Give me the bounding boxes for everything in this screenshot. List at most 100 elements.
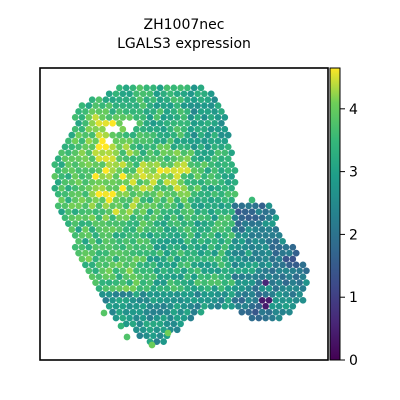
spot — [177, 273, 184, 281]
spot — [248, 255, 256, 263]
spot — [99, 232, 106, 239]
spot — [116, 261, 123, 269]
spot — [170, 96, 178, 104]
spot — [133, 208, 140, 216]
spot — [258, 226, 266, 233]
spot — [136, 237, 144, 245]
spot — [146, 184, 154, 192]
spot — [258, 261, 266, 269]
spot — [112, 137, 120, 145]
spot — [221, 184, 229, 192]
spot — [99, 125, 106, 133]
spot — [190, 261, 198, 269]
spot — [150, 214, 157, 222]
spot — [133, 220, 140, 227]
spot — [167, 114, 174, 121]
spot — [126, 114, 133, 121]
spot — [180, 196, 188, 204]
spot — [126, 149, 133, 157]
spot — [248, 291, 256, 298]
spot — [248, 267, 256, 275]
spot — [95, 167, 103, 174]
spot — [126, 314, 133, 322]
spot — [170, 273, 178, 281]
spot — [167, 243, 174, 251]
spot — [269, 255, 276, 263]
spot — [218, 167, 225, 174]
spot — [231, 167, 239, 174]
spot — [170, 143, 178, 151]
spot — [235, 267, 242, 275]
spot — [99, 102, 106, 109]
colorbar-axis: 0 1 2 3 4 — [340, 102, 358, 369]
spot — [136, 332, 144, 340]
spot — [211, 178, 218, 186]
spot — [163, 320, 171, 328]
spot — [78, 255, 86, 263]
spot — [133, 102, 140, 109]
spot — [197, 202, 205, 210]
spot — [129, 84, 137, 92]
spot — [170, 285, 178, 292]
spot — [116, 143, 123, 151]
spot — [224, 190, 232, 198]
spot — [126, 220, 133, 227]
spot — [279, 249, 286, 257]
spot — [269, 220, 276, 227]
spot — [255, 314, 263, 322]
spot — [170, 226, 178, 233]
spot — [146, 326, 154, 334]
spot — [235, 279, 242, 286]
spot — [105, 184, 113, 192]
spot — [211, 108, 218, 115]
spot — [153, 125, 161, 133]
spot — [218, 131, 225, 139]
spot — [146, 302, 154, 310]
spot — [160, 338, 167, 345]
spot — [160, 220, 167, 227]
spot — [143, 214, 150, 222]
spot — [194, 90, 201, 98]
spot — [95, 119, 103, 127]
spot — [190, 202, 198, 210]
spot — [180, 184, 188, 192]
spot — [112, 302, 120, 310]
spot — [139, 114, 147, 121]
spot — [163, 261, 171, 269]
spot — [116, 202, 123, 210]
spot — [218, 249, 225, 257]
spot — [272, 261, 280, 269]
spot — [194, 243, 201, 251]
spot — [275, 243, 283, 251]
spot — [296, 267, 303, 275]
spot — [190, 237, 198, 245]
spot — [187, 302, 195, 310]
spot — [167, 149, 174, 157]
spot — [194, 220, 201, 227]
spot — [194, 184, 201, 192]
spot — [88, 261, 96, 269]
spot — [173, 102, 181, 109]
spot — [207, 220, 215, 227]
spot — [180, 279, 188, 286]
spot — [275, 314, 283, 322]
spot — [272, 273, 280, 281]
spot — [82, 202, 89, 210]
spot — [116, 155, 123, 163]
spot — [279, 261, 286, 269]
spot — [289, 279, 297, 286]
spot — [92, 220, 99, 227]
colorbar-tick-label: 3 — [349, 165, 358, 181]
spot — [117, 322, 125, 330]
spot — [190, 296, 198, 304]
spot — [163, 84, 171, 92]
spot — [129, 202, 137, 210]
spot — [258, 296, 266, 304]
spot — [146, 220, 154, 227]
spot — [201, 243, 208, 251]
spot — [167, 90, 174, 98]
spot — [160, 302, 167, 310]
spot — [122, 273, 130, 281]
spot — [116, 249, 123, 257]
spot — [150, 237, 157, 245]
